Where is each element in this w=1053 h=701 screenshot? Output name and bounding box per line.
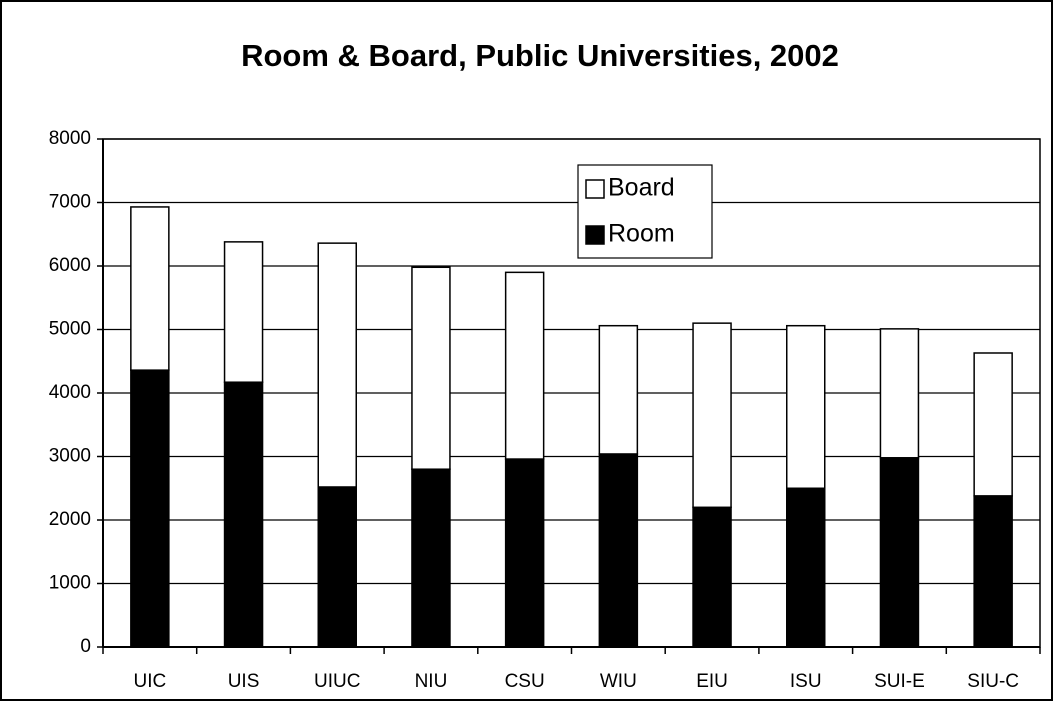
y-tick-label: 0 — [80, 636, 91, 657]
bar-segment — [411, 468, 451, 648]
bar-segment — [786, 324, 826, 489]
y-tick-label: 8000 — [49, 128, 91, 149]
y-tick-label: 1000 — [49, 573, 91, 594]
x-tick-label: WIU — [600, 671, 637, 692]
bar-segment — [504, 458, 545, 648]
x-tick-label: UIUC — [314, 671, 360, 692]
bar-segment — [879, 457, 920, 648]
x-tick-label: SIU-C — [967, 671, 1019, 692]
bar-segment — [879, 328, 920, 459]
legend-label: Board — [608, 174, 675, 202]
bar-segment — [504, 271, 545, 460]
bar-segment — [598, 324, 639, 455]
bar-segment — [130, 369, 170, 648]
legend-label: Room — [608, 220, 675, 248]
bar-segment — [317, 486, 357, 648]
bar-segment — [692, 322, 732, 509]
x-tick-label: UIC — [133, 671, 166, 692]
bar-segment — [411, 266, 451, 470]
bar-segment — [223, 381, 264, 648]
bar-segment — [598, 453, 639, 648]
x-tick-label: CSU — [505, 671, 545, 692]
x-tick-label: NIU — [415, 671, 448, 692]
x-tick-label: SUI-E — [874, 671, 925, 692]
legend-swatch — [585, 179, 605, 199]
y-tick-label: 2000 — [49, 509, 91, 530]
x-tick-label: EIU — [696, 671, 728, 692]
bar-segment — [317, 242, 357, 488]
bar-segment — [973, 495, 1013, 648]
y-tick-label: 5000 — [49, 319, 91, 340]
y-tick-label: 6000 — [49, 255, 91, 276]
y-tick-label: 3000 — [49, 446, 91, 467]
bar-segment — [692, 506, 732, 648]
bar-segment — [130, 206, 170, 371]
chart-title: Room & Board, Public Universities, 2002 — [241, 38, 839, 73]
bar-segment — [223, 241, 264, 383]
bar-segment — [973, 352, 1013, 497]
x-tick-label: UIS — [228, 671, 260, 692]
legend-swatch — [585, 225, 605, 245]
y-tick-label: 7000 — [49, 192, 91, 213]
x-tick-label: ISU — [790, 671, 822, 692]
y-tick-label: 4000 — [49, 382, 91, 403]
bar-segment — [786, 487, 826, 648]
